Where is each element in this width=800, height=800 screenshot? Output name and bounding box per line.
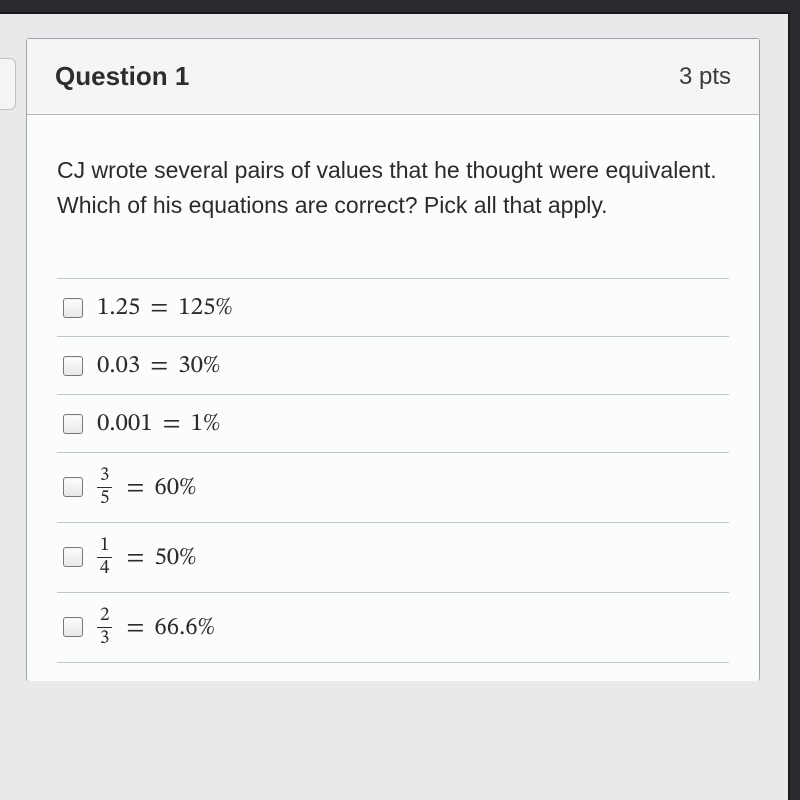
answer-right: 1% <box>191 411 221 436</box>
question-body: CJ wrote several pairs of values that he… <box>27 115 759 681</box>
answer-right: 60% <box>154 475 196 500</box>
answer-right: 125% <box>178 295 232 320</box>
answer-option[interactable]: 0.03 = 30% <box>57 337 729 395</box>
equals-sign: = <box>126 545 144 570</box>
question-points: 3 pts <box>679 63 731 91</box>
answer-right: 50% <box>154 545 196 570</box>
equals-sign: = <box>150 295 168 320</box>
fraction: 23 <box>97 606 112 649</box>
checkbox-icon[interactable] <box>63 298 83 318</box>
answer-text: 0.001 = 1% <box>97 411 220 436</box>
equals-sign: = <box>150 353 168 378</box>
answer-option[interactable]: 0.001 = 1% <box>57 395 729 453</box>
question-title: Question 1 <box>55 61 189 92</box>
answer-option[interactable]: 23 = 66.6% <box>57 593 729 663</box>
checkbox-icon[interactable] <box>63 477 83 497</box>
answer-left: 0.03 <box>97 353 140 378</box>
checkbox-icon[interactable] <box>63 547 83 567</box>
fraction-denominator: 5 <box>97 487 112 509</box>
fraction-denominator: 3 <box>97 627 112 649</box>
answer-text: 23 = 66.6% <box>97 606 215 649</box>
equals-sign: = <box>163 411 181 436</box>
equals-sign: = <box>126 615 144 640</box>
checkbox-icon[interactable] <box>63 356 83 376</box>
answer-right: 30% <box>178 353 220 378</box>
checkbox-icon[interactable] <box>63 414 83 434</box>
answer-text: 35 = 60% <box>97 466 196 509</box>
answer-left: 1.25 <box>97 295 140 320</box>
fraction: 14 <box>97 536 112 579</box>
answer-option[interactable]: 1.25 = 125% <box>57 279 729 337</box>
answer-list: 1.25 = 125%0.03 = 30%0.001 = 1%35 = 60%1… <box>57 278 729 663</box>
quiz-panel: Question 1 3 pts CJ wrote several pairs … <box>0 12 790 800</box>
answer-text: 14 = 50% <box>97 536 196 579</box>
answer-text: 1.25 = 125% <box>97 295 233 320</box>
question-container: Question 1 3 pts CJ wrote several pairs … <box>26 38 760 681</box>
question-header: Question 1 3 pts <box>27 39 759 115</box>
content-wrap: Question 1 3 pts CJ wrote several pairs … <box>0 14 788 681</box>
fraction-denominator: 4 <box>97 557 112 579</box>
drawer-tab[interactable] <box>0 58 16 110</box>
answer-option[interactable]: 35 = 60% <box>57 453 729 523</box>
fraction-numerator: 2 <box>97 606 112 627</box>
fraction: 35 <box>97 466 112 509</box>
answer-option[interactable]: 14 = 50% <box>57 523 729 593</box>
answer-left: 0.001 <box>97 411 153 436</box>
equals-sign: = <box>126 475 144 500</box>
checkbox-icon[interactable] <box>63 617 83 637</box>
answer-text: 0.03 = 30% <box>97 353 220 378</box>
fraction-numerator: 3 <box>97 466 112 487</box>
fraction-numerator: 1 <box>97 536 112 557</box>
answer-right: 66.6% <box>154 615 215 640</box>
question-prompt: CJ wrote several pairs of values that he… <box>57 153 729 222</box>
